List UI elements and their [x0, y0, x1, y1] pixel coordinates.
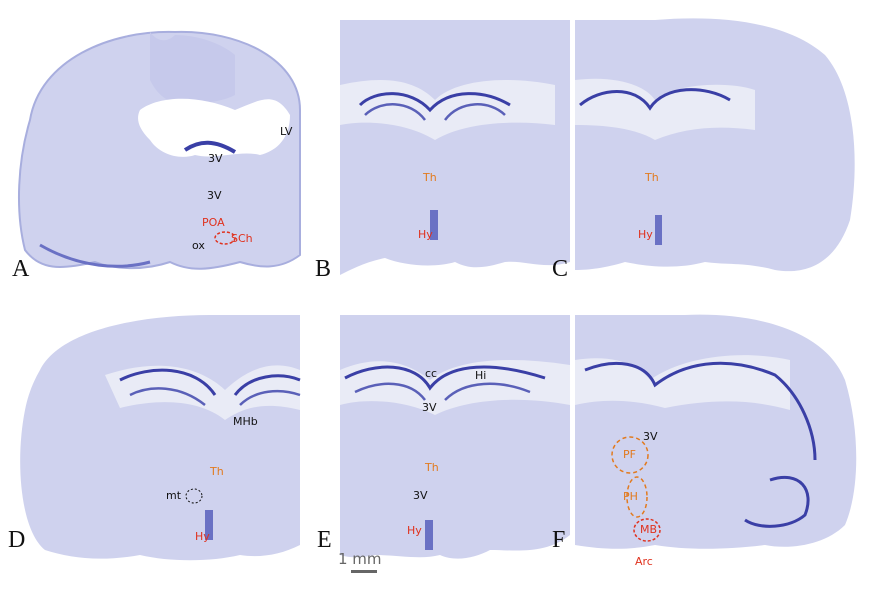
label-mb: MB: [640, 523, 658, 536]
brain-section-e: [340, 315, 570, 559]
brain-section-a: [17, 30, 301, 270]
panel-c: Th Hy C: [552, 0, 870, 295]
brain-section-f: [575, 314, 857, 549]
label-th: Th: [210, 465, 224, 478]
panel-b: Th Hy B: [305, 0, 575, 295]
panel-d: MHb Th mt Hy D: [0, 300, 305, 593]
label-hy: Hy: [195, 530, 210, 543]
scale-bar-label: 1 mm: [338, 550, 382, 568]
panel-letter-a: A: [12, 256, 30, 282]
label-mhb: MHb: [233, 415, 258, 428]
label-arc: Arc: [635, 555, 653, 568]
label-poa: POA: [202, 216, 225, 229]
label-hy: Hy: [638, 228, 653, 241]
label-ph: PH: [623, 490, 638, 503]
label-hy: Hy: [407, 524, 422, 537]
brain-section-b: [340, 20, 570, 275]
label-hi: Hi: [475, 369, 487, 382]
label-3v-lower: 3V: [413, 489, 428, 502]
label-pf: PF: [623, 448, 636, 461]
label-3v-upper: 3V: [422, 401, 437, 414]
label-sch: SCh: [231, 232, 253, 245]
panel-f: 3V PF PH MB Arc F: [552, 300, 870, 593]
label-cc: cc: [425, 367, 438, 380]
panel-e: cc Hi 3V Th 3V Hy E 1 mm: [305, 300, 575, 593]
label-mt: mt: [166, 489, 182, 502]
panel-letter-c: C: [552, 256, 569, 282]
label-hy: Hy: [418, 228, 433, 241]
panel-letter-f: F: [552, 527, 566, 553]
label-th: Th: [645, 171, 659, 184]
label-ox: ox: [192, 239, 205, 252]
brain-section-d: [20, 315, 301, 561]
label-th: Th: [423, 171, 437, 184]
label-3v-lower: 3V: [207, 189, 222, 202]
panel-letter-e: E: [317, 527, 332, 553]
label-3v: 3V: [643, 430, 658, 443]
brain-section-c: [575, 18, 855, 272]
panel-letter-b: B: [315, 256, 332, 282]
label-3v-upper: 3V: [208, 152, 223, 165]
label-lv: LV: [280, 125, 293, 138]
label-th: Th: [425, 461, 439, 474]
panel-a: LV 3V 3V POA SCh ox A: [0, 0, 305, 295]
panel-letter-d: D: [8, 527, 26, 553]
scale-bar: [351, 570, 377, 573]
